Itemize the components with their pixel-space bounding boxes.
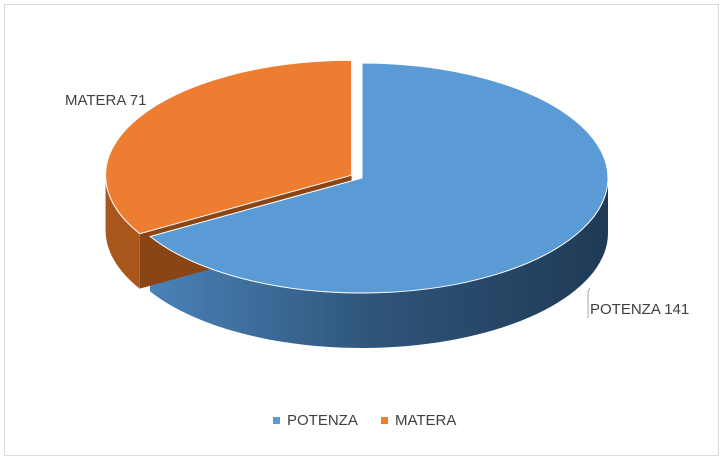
- data-label: POTENZA 141: [590, 301, 689, 318]
- pie-side: [105, 175, 140, 289]
- leader-line: [587, 287, 591, 318]
- pie-slice: [105, 59, 353, 235]
- pie-side: [150, 178, 608, 348]
- data-label: MATERA 71: [65, 92, 146, 109]
- legend-swatch: [273, 417, 280, 424]
- legend-swatch: [381, 417, 388, 424]
- legend-label: MATERA: [395, 412, 456, 429]
- data-label-category: POTENZA: [590, 301, 661, 318]
- data-label-category: MATERA: [65, 92, 126, 109]
- data-label-value: 71: [130, 92, 147, 109]
- data-label-value: 141: [664, 301, 689, 318]
- pie-slice: [149, 62, 609, 294]
- legend-label: POTENZA: [287, 412, 358, 429]
